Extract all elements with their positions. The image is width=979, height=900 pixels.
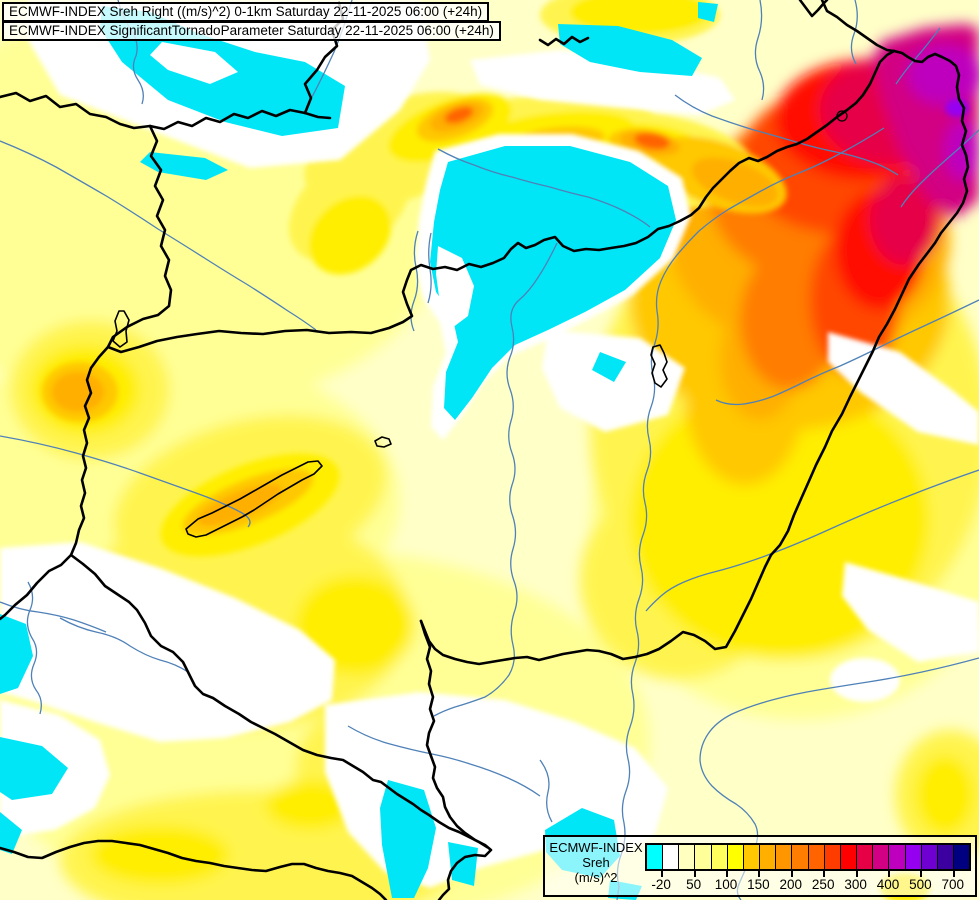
legend-product-label: ECMWF-INDEX <box>549 840 643 855</box>
legend-tick-label: 200 <box>779 877 803 892</box>
legend-scale: -20 50 100 150 200 250 300 400 500 700 <box>645 843 971 895</box>
legend-tick <box>855 871 858 877</box>
legend-tick <box>790 871 793 877</box>
legend-tick-label: 150 <box>747 877 770 892</box>
legend-tick <box>823 871 826 877</box>
colorbar-cell <box>889 845 906 869</box>
colorbar-cell <box>857 845 874 869</box>
colorbar-cell <box>776 845 793 869</box>
colorbar-cell <box>953 845 970 869</box>
legend-tick-label: 250 <box>811 877 835 892</box>
legend-tick-label: 100 <box>714 877 738 892</box>
lake-tisza-outline <box>650 344 668 388</box>
legend-tick-label: 400 <box>876 877 900 892</box>
legend-tick <box>920 871 923 877</box>
colorbar-cell <box>695 845 712 869</box>
cyan-negative-layer <box>0 2 718 900</box>
legend-tick <box>758 871 761 877</box>
colorbar-cell <box>727 845 744 869</box>
legend-tick <box>693 871 696 877</box>
map-title-line-1: ECMWF-INDEX Sreh Right ((m/s)^2) 0-1km S… <box>2 2 490 22</box>
colorbar-cell <box>663 845 680 869</box>
lake-velence-outline <box>374 436 392 448</box>
colorbar-cell <box>840 845 858 869</box>
colorbar-cell <box>760 845 777 869</box>
colorbar-cell <box>905 845 922 869</box>
title-text-2: ECMWF-INDEX SignificantTornadoParameter … <box>9 23 494 38</box>
legend: ECMWF-INDEX Sreh (m/s)^2 -20 50 100 150 200 2… <box>543 835 977 897</box>
lake-neusiedl-outline <box>112 310 130 348</box>
colorbar-cell <box>873 845 890 869</box>
colorbar-cell <box>647 845 664 869</box>
legend-tick <box>661 871 664 877</box>
title-text-1: ECMWF-INDEX Sreh Right ((m/s)^2) 0-1km S… <box>9 4 483 19</box>
colorbar-cell <box>711 845 728 869</box>
legend-text-block: ECMWF-INDEX Sreh (m/s)^2 <box>545 840 647 885</box>
legend-units-label: (m/s)^2 <box>574 870 618 885</box>
colorbar-cell <box>743 845 761 869</box>
legend-tick-label: 700 <box>941 877 965 892</box>
legend-tick <box>726 871 728 877</box>
colorbar-cell <box>679 845 696 869</box>
colorbar-cell <box>792 845 809 869</box>
legend-tick-label: 300 <box>844 877 867 892</box>
legend-tick <box>952 871 955 877</box>
lakes-layer <box>112 110 848 538</box>
colorbar-cell <box>808 845 825 869</box>
colorbar-cell <box>921 845 938 869</box>
legend-tick-label: -20 <box>651 877 671 892</box>
colorbar-cell <box>937 845 954 869</box>
legend-parameter-label: Sreh <box>582 855 610 870</box>
map-title-line-2: ECMWF-INDEX SignificantTornadoParameter … <box>2 21 501 41</box>
legend-colorbar <box>645 843 971 871</box>
legend-tick-label: 50 <box>686 877 702 892</box>
lake-balaton-outline <box>185 460 323 538</box>
legend-tick-label: 500 <box>909 877 932 892</box>
legend-tick <box>888 871 890 877</box>
colorbar-cell <box>824 845 841 869</box>
